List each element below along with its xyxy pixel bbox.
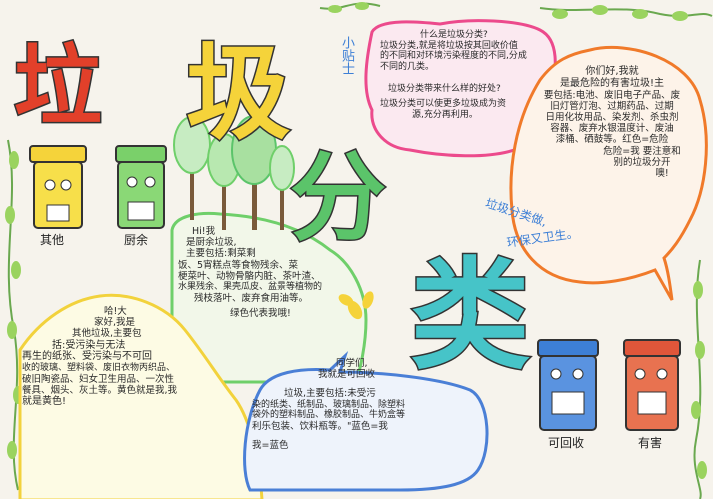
tip-line: 的不同和对环境污染程度的不同,分成 xyxy=(380,51,527,62)
other-line: 破旧陶瓷品、妇女卫生用品、一次性 xyxy=(22,373,175,385)
hazard-line: 危险=我 要注意和 xyxy=(603,145,681,157)
hazard-text: 你们好,我就 是最危险的有害垃圾!主 要包括:电池、废旧电子产品、废 旧灯管灯泡… xyxy=(522,66,702,179)
hazard-line: 你们好,我就 xyxy=(585,66,639,77)
bin-kitchen xyxy=(115,145,167,229)
recycle-line: 袋外的塑料制品、橡胶制品、牛奶盒等 xyxy=(252,410,406,421)
other-line: 其他垃圾,主要包 xyxy=(72,328,142,340)
tip-line: 不同的几类。 xyxy=(380,61,435,72)
kitchen-line: 饭、5宵糕点等食物残余、菜 xyxy=(178,259,299,271)
other-line: 再生的纸张、受污染与不可回 xyxy=(22,351,152,363)
kitchen-line: 绿色代表我哦! xyxy=(230,307,291,319)
other-line: 括:受污染与无法 xyxy=(52,339,126,351)
bin-other xyxy=(29,145,87,229)
bin-label-recycle: 可回收 xyxy=(548,436,585,450)
tip-line: 源,充分再利用。 xyxy=(412,109,478,120)
tip-line: 垃圾分类可以使更多垃圾成为资 xyxy=(380,99,507,110)
kitchen-line: 残枝落叶、废弃食用油等。 xyxy=(194,292,309,304)
recycle-line: 同学们, xyxy=(336,358,368,369)
recycle-bubble xyxy=(243,351,489,492)
kitchen-line: 是厨余垃圾, xyxy=(186,237,237,249)
bin-label-hazard: 有害 xyxy=(638,436,663,450)
recycle-line: 利乐包装、饮料瓶等。"蓝色=我 xyxy=(252,420,388,432)
bin-hazard xyxy=(623,339,681,431)
bin-label-other: 其他 xyxy=(40,233,65,247)
other-line: 哈!大 xyxy=(104,306,127,317)
kitchen-line: 水果残余、果壳瓜皮、盆景等植物的 xyxy=(178,282,323,293)
tip-line: 垃圾分类,就是将垃圾按其回收价值 xyxy=(380,40,518,51)
trees xyxy=(173,115,295,230)
hazard-line: 漆桶、硒鼓等。红色=危险 xyxy=(555,134,669,146)
tip-heading: 什么是垃圾分类? xyxy=(420,30,488,40)
hazard-line: 旧灯管灯泡、过期药品、过期 xyxy=(550,100,674,112)
other-line: 餐具、烟头、灰土等。黄色就是我,我 xyxy=(22,385,178,397)
kitchen-line: Hi!我 xyxy=(192,226,216,237)
top-vine xyxy=(539,7,713,17)
recycle-line: 我=蓝色 xyxy=(252,440,289,452)
title-char-1: 垃 xyxy=(12,34,103,140)
title-char-2: 圾 xyxy=(184,31,291,156)
other-line: 就是黄色! xyxy=(22,396,67,408)
right-vine xyxy=(693,259,702,499)
kitchen-line: 主要包括:剩菜剩 xyxy=(186,248,256,260)
kitchen-line: 梗菜叶、动物骨骼内脏、茶叶渣、 xyxy=(178,270,321,282)
title-char-3: 分 xyxy=(289,141,388,256)
other-text: 哈!大 家好,我是 其他垃圾,主要包 括:受污染与无法 再生的纸张、受污染与不可… xyxy=(22,306,260,408)
bin-recycle xyxy=(537,339,599,431)
kitchen-text: Hi!我 是厨余垃圾, 主要包括:剩菜剩 饭、5宵糕点等食物残余、菜 梗菜叶、动… xyxy=(178,226,364,319)
top-vine-leaves xyxy=(552,5,688,21)
right-vine-leaves xyxy=(691,281,707,479)
left-vine xyxy=(7,139,19,491)
hazard-line: 是最危险的有害垃圾!主 xyxy=(559,77,664,89)
kitchen-hill xyxy=(170,211,368,384)
recycle-line: 我就是可回收 xyxy=(318,369,376,381)
other-line: 家好,我是 xyxy=(94,317,136,329)
sidebar-note: 小贴士 xyxy=(339,36,354,75)
recycle-line: 染的纸类、纸制品、玻璃制品、除塑料 xyxy=(252,399,406,410)
hazard-line: 别的垃圾分开 xyxy=(613,156,671,168)
hazard-bubble xyxy=(509,45,708,301)
other-line: 收的玻璃、塑料袋、废旧衣物丙织品、 xyxy=(22,363,176,374)
tip-heading: 垃圾分类带来什么样的好处? xyxy=(388,84,501,95)
recycle-line: 垃圾,主要包括:未受污 xyxy=(284,388,376,400)
bin-label-kitchen: 厨余 xyxy=(124,233,149,247)
recycle-text: 同学们, 我就是可回收 垃圾,主要包括:未受污 染的纸类、纸制品、玻璃制品、除塑… xyxy=(252,358,480,451)
title-char-4: 类 xyxy=(409,246,532,388)
hazard-line: 要包括:电池、废旧电子产品、废 xyxy=(543,89,681,101)
hazard-line: 容器、废弃水银温度计、废油 xyxy=(550,123,674,135)
decor-leaves xyxy=(338,291,374,320)
hazard-line: 噢! xyxy=(655,168,669,180)
tip-box: 什么是垃圾分类? 垃圾分类,就是将垃圾按其回收价值 的不同和对环境污染程度的不同… xyxy=(380,30,552,120)
hazard-line: 日用化妆用品、染发剂、杀虫剂 xyxy=(545,112,679,123)
